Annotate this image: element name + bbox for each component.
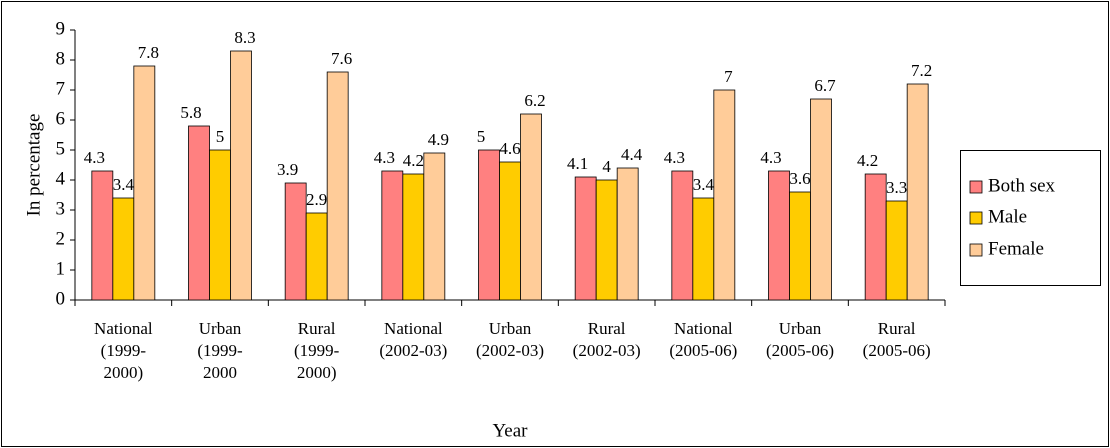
x-tick-label: Urban (1999-2000: [197, 319, 243, 382]
value-label: 4: [602, 157, 611, 176]
bar: [133, 65, 156, 301]
value-label: 3.6: [789, 169, 810, 188]
y-tick-label: 7: [56, 78, 66, 99]
bar: [91, 170, 114, 301]
legend-label: Both sex: [988, 175, 1056, 196]
bar: [906, 83, 929, 301]
bar: [230, 50, 252, 301]
legend-swatch: [969, 180, 983, 194]
y-axis-label: In percentage: [23, 114, 44, 217]
bar: [713, 89, 736, 301]
value-label: 6.2: [524, 91, 545, 110]
value-label: 5: [216, 127, 225, 146]
value-label: 3.9: [277, 160, 298, 179]
bar: [616, 167, 639, 301]
value-label: 4.6: [499, 139, 520, 158]
value-label: 4.9: [428, 130, 449, 149]
value-label: 2.9: [306, 190, 327, 209]
bar: [423, 152, 446, 301]
value-label: 5: [477, 127, 486, 146]
value-label: 4.3: [664, 148, 685, 167]
bar: [326, 71, 349, 301]
x-tick-label: Rural (2002-03): [573, 319, 641, 360]
bar: [692, 197, 715, 301]
value-label: 4.3: [84, 148, 105, 167]
bar: [209, 149, 231, 301]
y-tick-label: 3: [56, 198, 66, 219]
value-label: 7.8: [138, 43, 159, 62]
value-label: 6.7: [814, 76, 836, 95]
value-label: 4.3: [374, 148, 395, 167]
bar: [305, 212, 328, 301]
bar: [381, 170, 404, 301]
y-tick-label: 5: [56, 138, 66, 159]
y-tick-label: 4: [56, 168, 66, 189]
y-tick-label: 1: [56, 258, 66, 279]
value-label: 3.3: [886, 178, 907, 197]
y-tick-label: 8: [56, 48, 66, 69]
bar: [810, 98, 832, 301]
legend-box: [960, 150, 1101, 286]
legend-swatch: [969, 211, 983, 225]
legend-label: Female: [988, 238, 1044, 259]
legend-swatch: [969, 243, 983, 257]
x-tick-label: National (1999-2000): [94, 319, 153, 382]
bar: [864, 173, 887, 301]
bar: [671, 170, 694, 301]
x-axis-label: Year: [492, 420, 528, 441]
x-tick-label: Rural (2005-06): [863, 319, 931, 360]
x-tick-label: National (2005-06): [669, 319, 737, 360]
value-label: 8.3: [234, 28, 255, 47]
bar: [768, 170, 790, 301]
value-label: 4.2: [403, 151, 424, 170]
bar: [595, 179, 618, 301]
bar: [574, 176, 597, 301]
value-label: 4.1: [567, 154, 588, 173]
bar: [789, 191, 811, 301]
value-label: 4.4: [621, 145, 643, 164]
bar: [478, 149, 500, 301]
x-tick-label: Urban (2002-03): [476, 319, 544, 360]
value-label: 7.2: [911, 61, 932, 80]
value-label: 7.6: [331, 49, 352, 68]
bar: [520, 113, 542, 301]
bar: [188, 125, 210, 301]
bar: [402, 173, 425, 301]
y-tick-label: 2: [56, 228, 66, 249]
bar: [284, 182, 307, 301]
value-label: 4.2: [857, 151, 878, 170]
value-label: 4.3: [760, 148, 781, 167]
bar: [499, 161, 521, 301]
legend-label: Male: [988, 206, 1027, 227]
value-label: 3.4: [113, 175, 135, 194]
value-label: 7: [724, 67, 733, 86]
x-tick-label: Rural (1999-2000): [294, 319, 340, 382]
y-tick-label: 0: [56, 288, 66, 309]
y-tick-label: 6: [56, 108, 66, 129]
bar: [112, 197, 135, 301]
value-label: 5.8: [180, 103, 201, 122]
x-tick-label: National (2002-03): [379, 319, 447, 360]
bar: [885, 200, 908, 301]
y-tick-label: 9: [56, 18, 66, 39]
value-label: 3.4: [693, 175, 715, 194]
x-tick-label: Urban (2005-06): [766, 319, 834, 360]
